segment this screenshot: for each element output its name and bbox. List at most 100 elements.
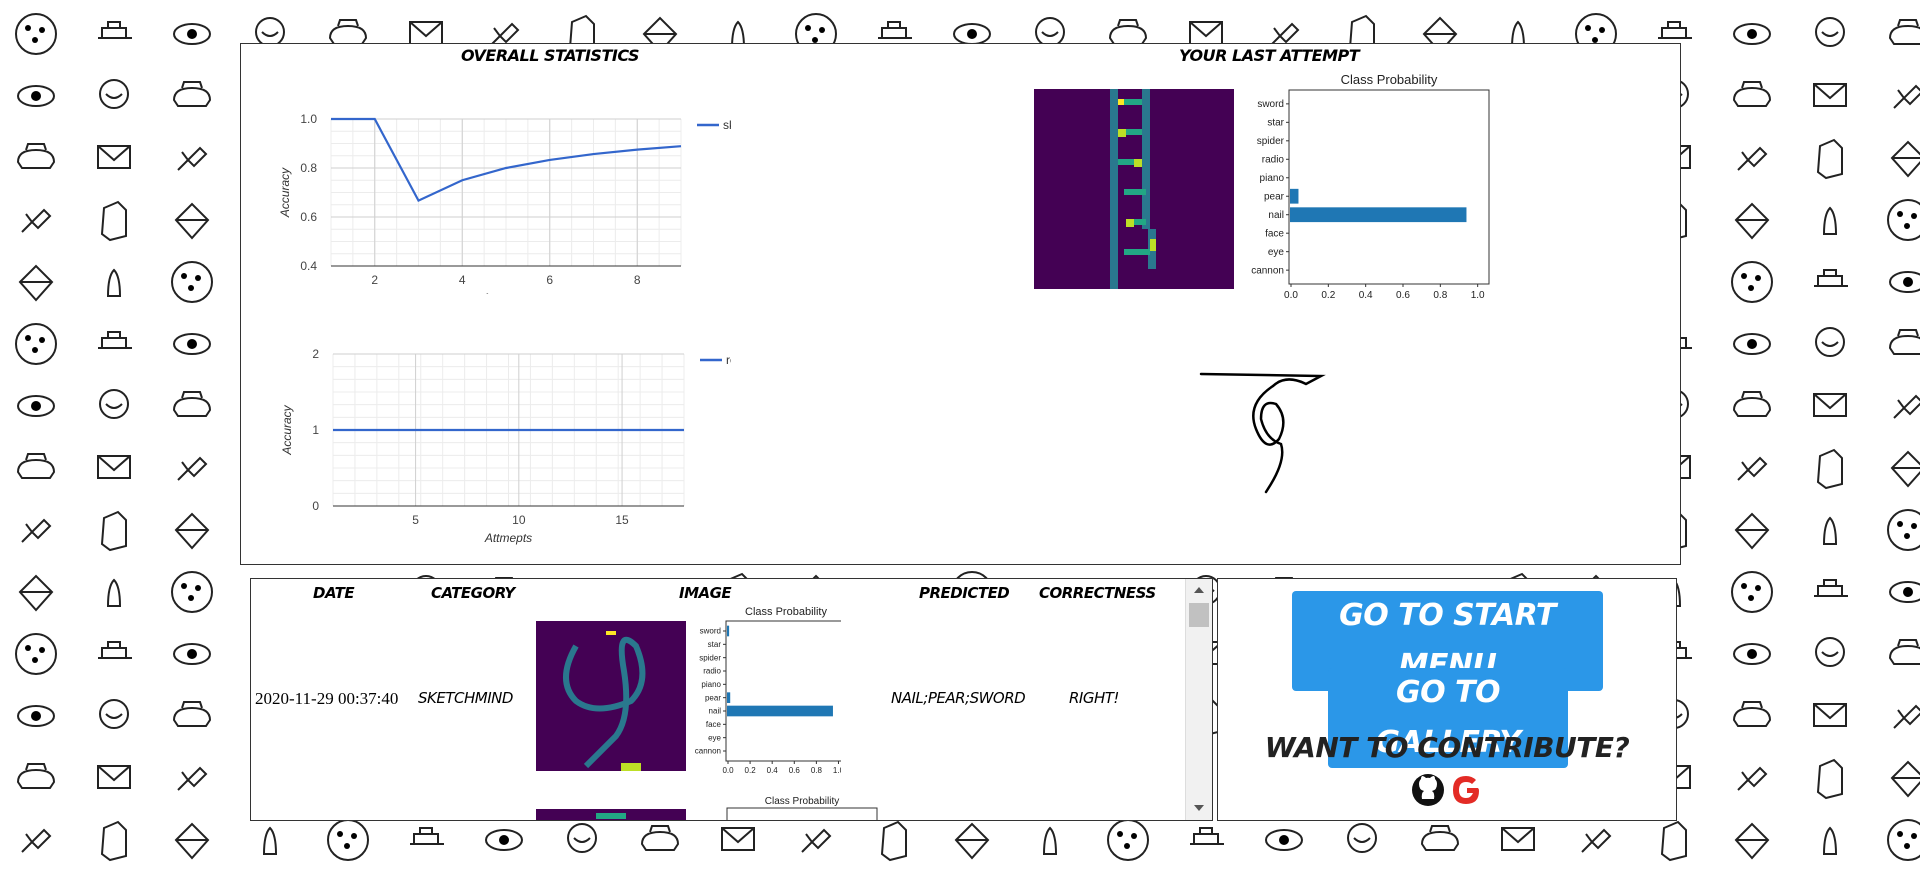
doodle-icon — [1804, 566, 1856, 618]
doodle-icon — [10, 318, 62, 370]
doodle-icon — [10, 256, 62, 308]
doodle-icon — [1882, 752, 1920, 804]
doodle-icon — [1648, 814, 1700, 866]
y-tick-label: 1.0 — [300, 112, 317, 126]
doodle-icon — [1726, 566, 1778, 618]
doodle-icon — [88, 814, 140, 866]
probability-bar — [727, 705, 833, 717]
doodle-icon — [1180, 814, 1232, 866]
header-predicted: PREDICTED — [919, 584, 1010, 602]
category-label: face — [1265, 229, 1284, 240]
row-predicted: NAIL;PEAR;SWORD — [891, 689, 1026, 707]
doodle-icon — [166, 814, 218, 866]
scroll-down-arrow-icon[interactable] — [1194, 805, 1204, 811]
github-icon[interactable] — [1411, 773, 1445, 807]
x-tick-label: 0.6 — [1396, 290, 1410, 301]
probability-bar — [1290, 207, 1467, 223]
doodle-icon — [166, 628, 218, 680]
category-label: spider — [699, 653, 721, 662]
x-axis-label: Attmepts — [481, 291, 529, 294]
doodle-icon — [166, 752, 218, 804]
header-date: DATE — [313, 584, 355, 602]
doodle-icon — [556, 814, 608, 866]
doodle-icon — [322, 8, 374, 60]
x-tick-label: 8 — [634, 273, 641, 287]
google-icon[interactable] — [1450, 773, 1484, 807]
doodle-icon — [400, 814, 452, 866]
doodle-icon — [10, 380, 62, 432]
doodle-icon — [478, 8, 530, 60]
x-tick-label: 5 — [412, 513, 419, 527]
doodle-icon — [868, 8, 920, 60]
scroll-thumb[interactable] — [1189, 603, 1209, 627]
doodle-icon — [1804, 690, 1856, 742]
doodle-icon — [88, 132, 140, 184]
scroll-up-arrow-icon[interactable] — [1194, 587, 1204, 593]
chart-title: Class Probability — [745, 606, 827, 618]
row-drawing-image — [536, 809, 686, 820]
x-tick-label: 15 — [615, 513, 629, 527]
y-tick-label: 0.8 — [300, 161, 317, 175]
doodle-icon — [166, 70, 218, 122]
doodle-icon — [1804, 194, 1856, 246]
category-label: radio — [703, 667, 721, 676]
plot-frame — [725, 620, 841, 762]
doodle-icon — [1726, 442, 1778, 494]
chart-title: Class Probability — [1341, 72, 1438, 87]
doodle-icon — [10, 132, 62, 184]
doodle-icon — [1492, 814, 1544, 866]
doodle-icon — [1258, 8, 1310, 60]
x-tick-label: 0.2 — [1321, 290, 1335, 301]
category-label: radio — [1262, 155, 1285, 166]
doodle-icon — [1726, 256, 1778, 308]
doodle-icon — [1102, 8, 1154, 60]
doodle-icon — [712, 814, 764, 866]
doodle-icon — [1726, 380, 1778, 432]
x-tick-label: 1.0 — [833, 766, 841, 773]
history-table[interactable]: DATE CATEGORY IMAGE PREDICTED CORRECTNES… — [250, 578, 1213, 821]
category-label: sword — [1257, 99, 1284, 110]
doodle-icon — [88, 690, 140, 742]
doodle-icon — [1804, 442, 1856, 494]
accuracy-chart-1: 2 4 6 8 0.4 0.6 0.8 1.0 Attmepts Accuracy sk... — [278, 112, 731, 294]
doodle-icon — [1882, 8, 1920, 60]
doodle-icon — [1492, 8, 1544, 60]
x-tick-label: 0.2 — [745, 766, 757, 773]
category-label: nail — [709, 707, 722, 716]
y-tick-label: 0.4 — [300, 259, 317, 273]
doodle-icon — [634, 814, 686, 866]
doodle-icon — [10, 752, 62, 804]
user-drawing — [1199, 372, 1326, 494]
doodle-icon — [1570, 814, 1622, 866]
doodle-icon — [868, 814, 920, 866]
doodle-icon — [712, 8, 764, 60]
doodle-icon — [946, 814, 998, 866]
legend-label: sk... — [723, 118, 731, 132]
x-tick-label: 10 — [512, 513, 526, 527]
doodle-icon — [1804, 628, 1856, 680]
go-to-gallery-button[interactable]: GO TO GALLERY — [1328, 668, 1568, 768]
doodle-icon — [1804, 380, 1856, 432]
plot-frame — [1288, 89, 1490, 285]
category-label: pear — [705, 693, 721, 702]
row-correctness: RIGHT! — [1069, 689, 1119, 707]
row-drawing-image — [536, 621, 686, 771]
last-attempt-image — [1034, 89, 1234, 289]
doodle-icon — [1726, 70, 1778, 122]
doodle-icon — [1882, 690, 1920, 742]
doodle-icon — [10, 504, 62, 556]
doodle-icon — [1414, 814, 1466, 866]
doodle-icon — [1882, 194, 1920, 246]
doodle-icon — [244, 814, 296, 866]
category-label: nail — [1268, 210, 1284, 221]
row-date: 2020-11-29 00:37:40 — [255, 689, 399, 708]
history-scrollbar[interactable] — [1185, 579, 1212, 820]
chart-title: Class Probability — [765, 796, 839, 807]
doodle-icon — [1882, 318, 1920, 370]
doodle-icon — [166, 690, 218, 742]
category-label: piano — [1260, 173, 1285, 184]
x-tick-label: 0.4 — [1359, 290, 1373, 301]
doodle-icon — [1804, 504, 1856, 556]
doodle-icon — [1726, 504, 1778, 556]
doodle-icon — [1804, 318, 1856, 370]
